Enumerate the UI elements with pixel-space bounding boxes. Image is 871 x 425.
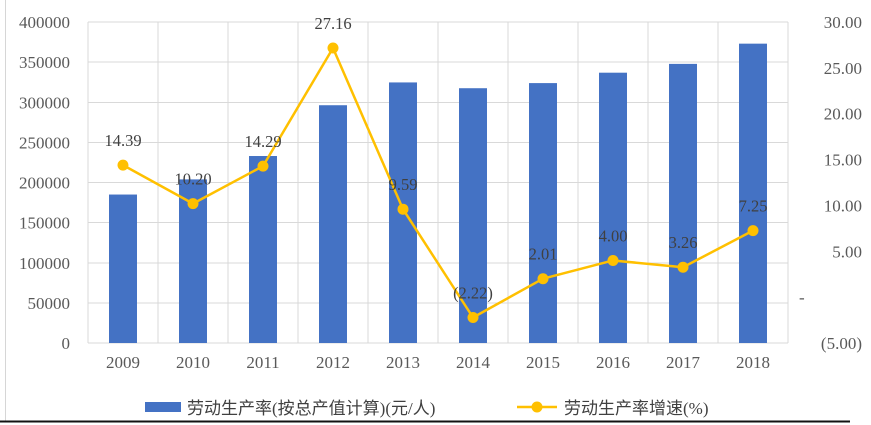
bar-series — [109, 43, 767, 344]
left-axis-tick: 150000 — [19, 214, 70, 233]
bar-2015 — [529, 83, 557, 343]
left-axis-tick: 350000 — [19, 53, 70, 72]
marker-2011 — [257, 160, 269, 172]
data-label-2010: 10.20 — [174, 170, 211, 189]
data-label-2016: 4.00 — [599, 226, 628, 245]
marker-2015 — [537, 273, 549, 285]
x-axis-label-2009: 2009 — [106, 353, 140, 372]
bar-2012 — [319, 105, 347, 344]
left-axis-tick: 0 — [62, 334, 71, 353]
x-axis-labels: 2009 2010 2011 2012 2013 2014 2015 2016 2017 2018 — [106, 353, 770, 372]
left-axis-tick: 200000 — [19, 174, 70, 193]
data-label-2013: 9.59 — [389, 175, 418, 194]
x-axis-label-2010: 2010 — [176, 353, 210, 372]
left-axis-tick: 50000 — [28, 294, 71, 313]
right-axis-tick: 5.00 — [832, 242, 862, 261]
x-axis-label-2011: 2011 — [246, 353, 279, 372]
line-series — [117, 42, 759, 324]
x-axis-label-2014: 2014 — [456, 353, 491, 372]
bar-2017 — [669, 63, 697, 343]
data-label-2015: 2.01 — [529, 245, 558, 264]
data-label-2018: 7.25 — [739, 197, 768, 216]
bar-2016 — [599, 72, 627, 344]
document-cell-borders — [0, 0, 850, 423]
bar-2014 — [459, 88, 487, 344]
bar-2011 — [249, 156, 277, 343]
legend-line-marker-icon — [531, 401, 543, 413]
left-axis-ticks: 400000 350000 300000 250000 200000 150000 1000… — [19, 13, 70, 353]
marker-2014 — [467, 312, 479, 324]
x-axis-label-2017: 2017 — [666, 353, 701, 372]
data-label-2009: 14.39 — [104, 131, 141, 150]
bar-2009 — [109, 194, 137, 343]
right-axis-tick: - — [799, 288, 805, 307]
marker-2013 — [397, 203, 409, 215]
marker-2009 — [117, 159, 129, 171]
marker-2010 — [187, 198, 199, 210]
x-axis-label-2012: 2012 — [316, 353, 350, 372]
marker-2012 — [327, 42, 339, 54]
x-axis-label-2015: 2015 — [526, 353, 560, 372]
left-axis-tick: 100000 — [19, 254, 70, 273]
bar-2018 — [739, 43, 767, 343]
legend-bar-label: 劳动生产率(按总产值计算)(元/人) — [187, 399, 435, 418]
x-axis-label-2018: 2018 — [736, 353, 770, 372]
right-axis-ticks: 30.00 25.00 20.00 15.00 10.00 5.00 - (5.00) — [799, 13, 862, 353]
data-label-2017: 3.26 — [669, 233, 698, 252]
marker-2017 — [677, 261, 689, 273]
right-axis-tick: 15.00 — [824, 151, 862, 170]
left-axis-tick: 250000 — [19, 133, 70, 152]
right-axis-tick: (5.00) — [821, 334, 862, 353]
left-axis-tick: 300000 — [19, 93, 70, 112]
data-label-2014: (2.22) — [453, 284, 493, 303]
growth-line — [122, 46, 754, 319]
right-axis-tick: 30.00 — [824, 13, 862, 32]
line-data-labels: 14.39 10.20 14.29 27.16 9.59 (2.22) 2.01 4.00 3.… — [104, 14, 767, 302]
data-label-2011: 14.29 — [244, 132, 281, 151]
marker-2018 — [747, 225, 759, 237]
x-axis-label-2013: 2013 — [386, 353, 420, 372]
marker-2016 — [607, 254, 619, 266]
left-axis-tick: 400000 — [19, 13, 70, 32]
right-axis-tick: 25.00 — [824, 59, 862, 78]
legend-line-label: 劳动生产率增速(%) — [564, 399, 708, 418]
x-axis-label-2016: 2016 — [596, 353, 630, 372]
legend: 劳动生产率(按总产值计算)(元/人) 劳动生产率增速(%) — [145, 399, 708, 418]
data-label-2012: 27.16 — [314, 14, 351, 33]
legend-bar-swatch-icon — [145, 402, 181, 412]
right-axis-tick: 20.00 — [824, 105, 862, 124]
right-axis-tick: 10.00 — [824, 196, 862, 215]
